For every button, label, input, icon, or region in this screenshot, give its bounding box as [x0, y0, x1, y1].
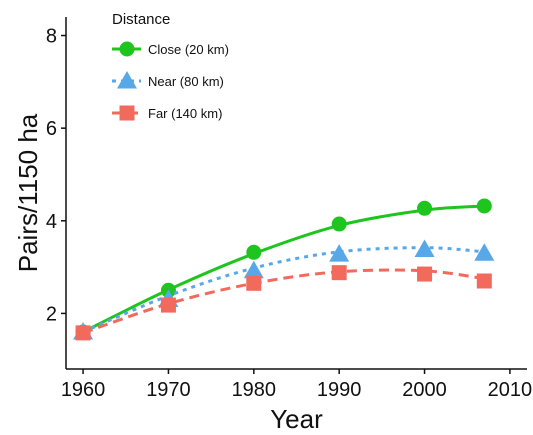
- y-ticks: 2 4 6 8: [46, 26, 66, 325]
- data-point: [414, 239, 435, 258]
- legend-label: Far (140 km): [148, 106, 222, 121]
- legend-item: Near (80 km): [112, 71, 224, 89]
- legend-marker: [119, 105, 135, 121]
- x-axis-title: Year: [270, 404, 323, 434]
- data-point: [331, 216, 347, 232]
- data-point: [476, 198, 492, 214]
- x-ticks: 1960 1970 1980 1990 2000 2010: [61, 369, 532, 401]
- legend-title: Distance: [112, 11, 170, 28]
- data-point: [160, 297, 176, 313]
- legend: Distance Close (20 km) Near (80 km) Far (1…: [112, 11, 229, 121]
- data-point: [243, 260, 264, 279]
- series-line: [82, 246, 485, 334]
- data-point: [246, 275, 262, 291]
- legend-item: Close (20 km): [112, 41, 229, 57]
- legend-label: Close (20 km): [148, 42, 229, 57]
- data-point: [417, 200, 433, 216]
- legend-marker: [117, 71, 137, 89]
- series-2: [73, 239, 495, 340]
- y-tick-label: 8: [46, 26, 57, 48]
- axes: [65, 17, 527, 370]
- legend-item: Far (140 km): [112, 105, 222, 121]
- data-point: [246, 244, 262, 260]
- series-line: [82, 268, 485, 335]
- data-point: [474, 243, 495, 261]
- y-tick-label: 6: [46, 118, 57, 140]
- data-point: [75, 325, 91, 341]
- data-point: [329, 244, 350, 262]
- y-tick-label: 4: [46, 211, 57, 233]
- y-tick-label: 2: [46, 303, 57, 325]
- x-tick-label: 1960: [61, 379, 106, 401]
- series-layer: [73, 198, 495, 341]
- data-point: [417, 266, 433, 282]
- x-tick-label: 2010: [488, 379, 533, 401]
- data-point: [331, 265, 347, 281]
- x-tick-label: 1980: [232, 379, 277, 401]
- x-tick-label: 1990: [317, 379, 362, 401]
- x-tick-label: 1970: [146, 379, 191, 401]
- legend-marker: [119, 41, 135, 57]
- x-tick-label: 2000: [402, 379, 447, 401]
- legend-label: Near (80 km): [148, 74, 224, 89]
- series-3: [75, 265, 492, 341]
- y-axis-title: Pairs/1150 ha: [13, 113, 43, 272]
- data-point: [476, 273, 492, 289]
